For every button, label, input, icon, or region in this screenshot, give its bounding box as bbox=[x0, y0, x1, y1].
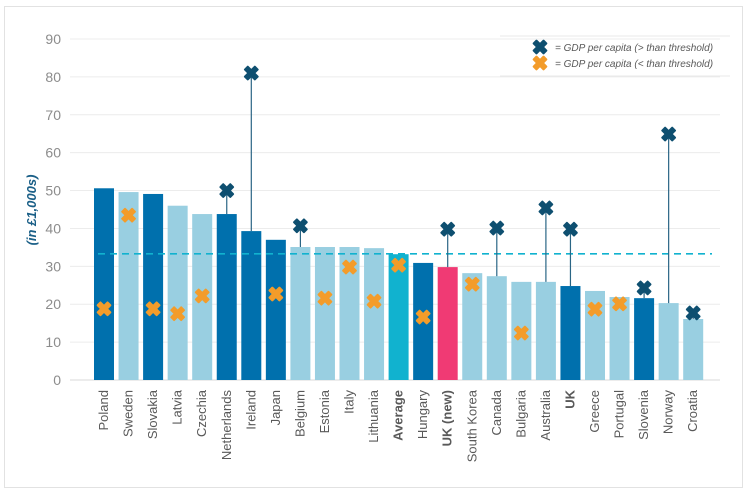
marker-above-icon bbox=[636, 280, 652, 296]
x-tick-label: Australia bbox=[538, 389, 553, 440]
x-tick-label: Greece bbox=[587, 390, 602, 433]
x-tick-label: Netherlands bbox=[219, 390, 234, 461]
x-tick-label: Czechia bbox=[194, 389, 209, 437]
bar bbox=[609, 297, 630, 380]
y-tick-label: 40 bbox=[45, 220, 61, 236]
legend-label-below: = GDP per capita (< than threshold) bbox=[555, 59, 713, 70]
bar bbox=[241, 231, 262, 380]
marker-above-icon bbox=[563, 221, 578, 237]
x-tick-label: Slovenia bbox=[636, 389, 651, 440]
marker-above-icon bbox=[661, 126, 677, 142]
x-tick-label: Canada bbox=[489, 389, 504, 435]
bar bbox=[658, 303, 679, 380]
bar bbox=[339, 247, 360, 380]
marker-below-icon bbox=[587, 301, 603, 317]
legend-label-above: = GDP per capita (> than threshold) bbox=[555, 43, 713, 54]
marker-above-icon bbox=[489, 220, 505, 236]
x-tick-label: Lithuania bbox=[366, 389, 381, 443]
x-tick-label: Belgium bbox=[292, 390, 307, 437]
bar bbox=[634, 298, 655, 380]
bar bbox=[143, 193, 164, 380]
marker-below-icon bbox=[513, 325, 529, 341]
bar bbox=[314, 247, 335, 380]
x-axis-labels: Poland Sweden Slovakia Latvia Czechia Netherl… bbox=[96, 389, 700, 462]
x-tick-label: Sweden bbox=[121, 390, 136, 437]
x-tick-label: Croatia bbox=[685, 389, 700, 432]
x-tick-label: UK (new) bbox=[440, 390, 455, 446]
y-tick-label: 20 bbox=[45, 296, 61, 312]
bar bbox=[290, 247, 311, 380]
x-tick-label: Poland bbox=[96, 390, 111, 430]
bars bbox=[94, 188, 704, 380]
bar bbox=[388, 254, 409, 380]
marker-below-icon bbox=[268, 286, 284, 302]
y-tick-label: 0 bbox=[53, 372, 61, 388]
marker-stems bbox=[226, 73, 694, 319]
marker-below-icon bbox=[342, 259, 357, 275]
marker-below-icon bbox=[415, 309, 431, 325]
y-tick-label: 30 bbox=[45, 258, 61, 274]
legend-marker-above-icon bbox=[532, 39, 548, 55]
bar bbox=[167, 205, 188, 380]
marker-above-icon bbox=[243, 65, 259, 81]
y-axis-ticks: 0 10 20 30 40 50 60 70 80 90 bbox=[45, 31, 61, 388]
x-tick-label: Slovakia bbox=[145, 389, 160, 439]
bar bbox=[437, 267, 458, 380]
y-tick-label: 50 bbox=[45, 183, 61, 199]
bar bbox=[535, 281, 556, 380]
y-tick-label: 10 bbox=[45, 334, 61, 350]
marker-above-icon bbox=[538, 200, 554, 216]
y-tick-label: 90 bbox=[45, 31, 61, 47]
x-tick-label: Hungary bbox=[415, 390, 430, 440]
bar bbox=[118, 192, 139, 380]
legend-x-icon bbox=[532, 55, 548, 71]
x-tick-label: South Korea bbox=[464, 389, 479, 462]
marker-below-icon bbox=[145, 301, 161, 317]
x-tick-label: Italy bbox=[342, 390, 357, 414]
y-tick-label: 70 bbox=[45, 107, 61, 123]
x-tick-label: Norway bbox=[661, 390, 676, 435]
x-tick-label: Latvia bbox=[170, 389, 185, 424]
x-tick-label: Bulgaria bbox=[513, 389, 528, 437]
marker-below-icon bbox=[391, 257, 406, 273]
x-tick-label: Ireland bbox=[243, 390, 258, 430]
marker-below-icon bbox=[194, 288, 210, 304]
legend-marker-below-icon bbox=[532, 55, 548, 71]
marker-below-icon bbox=[170, 306, 186, 322]
x-tick-label: Japan bbox=[268, 390, 283, 425]
bar bbox=[560, 286, 581, 380]
x-tick-label: Average bbox=[391, 390, 406, 441]
bar bbox=[413, 262, 434, 380]
marker-above-icon bbox=[685, 305, 701, 321]
bar bbox=[265, 239, 286, 380]
bar bbox=[683, 318, 704, 380]
marker-below-icon bbox=[317, 290, 333, 306]
bar bbox=[94, 188, 114, 380]
markers bbox=[96, 65, 701, 341]
y-tick-label: 60 bbox=[45, 145, 61, 161]
legend: = GDP per capita (> than threshold) = GD… bbox=[500, 35, 730, 77]
x-tick-label: Estonia bbox=[317, 389, 332, 433]
marker-below-icon bbox=[464, 276, 480, 292]
y-tick-label: 80 bbox=[45, 69, 61, 85]
bar bbox=[364, 248, 385, 380]
legend-x-icon bbox=[532, 39, 548, 55]
x-tick-label: Portugal bbox=[612, 390, 627, 439]
bar bbox=[486, 276, 507, 380]
bar bbox=[585, 290, 605, 380]
bar bbox=[216, 214, 237, 380]
marker-above-icon bbox=[293, 218, 308, 234]
marker-below-icon bbox=[366, 293, 382, 309]
y-axis-label: (in £1,000s) bbox=[24, 175, 39, 246]
bar bbox=[462, 273, 483, 380]
marker-above-icon bbox=[219, 183, 235, 198]
marker-above-icon bbox=[440, 221, 456, 237]
marker-below-icon bbox=[612, 296, 627, 312]
marker-below-icon bbox=[121, 207, 136, 223]
x-tick-label: UK bbox=[562, 389, 577, 408]
marker-below-icon bbox=[96, 301, 112, 317]
